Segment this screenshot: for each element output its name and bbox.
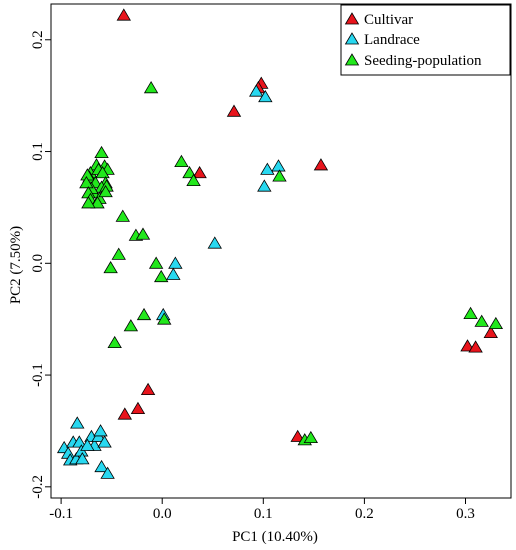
- point-seeding-population: [123, 319, 139, 332]
- point-seeding-population: [90, 196, 105, 209]
- point-landrace: [70, 416, 85, 429]
- point-seeding-population: [148, 256, 164, 269]
- point-cultivar: [116, 8, 131, 21]
- point-landrace: [80, 438, 95, 451]
- point-landrace: [100, 466, 115, 479]
- point-seeding-population: [98, 184, 113, 198]
- point-seeding-population: [153, 269, 169, 283]
- point-cultivar: [313, 158, 329, 171]
- point-landrace: [257, 179, 272, 192]
- legend-marker-landrace: [344, 32, 360, 45]
- point-seeding-population: [95, 165, 110, 179]
- point-seeding-population: [272, 169, 287, 182]
- point-seeding-population: [174, 154, 189, 167]
- point-seeding-population: [103, 260, 118, 274]
- point-seeding-population: [186, 173, 201, 186]
- point-seeding-population: [111, 247, 126, 260]
- legend-marker-cultivar: [344, 12, 360, 25]
- point-landrace: [75, 452, 90, 465]
- legend-box: [340, 4, 511, 76]
- point-cultivar: [140, 382, 156, 395]
- point-seeding-population: [115, 209, 130, 222]
- legend-label-cultivar: Cultivar: [364, 12, 413, 28]
- point-seeding-population: [79, 176, 94, 189]
- point-seeding-population: [488, 316, 504, 330]
- y-tick-label: 0.0: [30, 254, 46, 273]
- point-seeding-population: [136, 307, 152, 321]
- point-seeding-population: [474, 314, 489, 327]
- plot-frame: [50, 3, 512, 499]
- x-axis-label: PC1 (10.40%): [232, 529, 318, 545]
- point-seeding-population: [182, 165, 197, 179]
- point-seeding-population: [303, 430, 319, 444]
- point-seeding-population: [157, 312, 172, 325]
- point-landrace: [249, 84, 264, 97]
- data-points: [56, 8, 504, 479]
- x-tick-label: 0.3: [456, 506, 475, 522]
- point-landrace: [271, 159, 286, 172]
- point-cultivar: [117, 407, 133, 420]
- point-cultivar: [192, 165, 207, 179]
- point-seeding-population: [81, 196, 96, 209]
- point-landrace: [94, 459, 109, 473]
- point-cultivar: [130, 401, 146, 414]
- legend-label-landrace: Landrace: [364, 32, 420, 48]
- x-tick-label: 0.2: [355, 506, 374, 522]
- point-cultivar: [460, 339, 475, 352]
- point-cultivar: [290, 429, 305, 442]
- point-cultivar: [468, 340, 483, 353]
- point-landrace: [166, 267, 181, 280]
- point-cultivar: [226, 104, 242, 117]
- point-seeding-population: [135, 227, 151, 240]
- point-cultivar: [483, 325, 498, 338]
- point-landrace: [93, 424, 108, 437]
- y-axis-label: PC2 (7.50%): [8, 226, 24, 304]
- y-tick-label: -0.2: [30, 475, 46, 499]
- point-landrace: [260, 162, 275, 175]
- point-landrace: [97, 435, 112, 448]
- point-seeding-population: [143, 81, 159, 94]
- y-tick-label: 0.1: [30, 142, 46, 161]
- legend: Cultivar Landrace Seeding-population: [340, 4, 511, 76]
- y-tick-label: -0.1: [30, 363, 46, 387]
- point-seeding-population: [107, 335, 122, 349]
- point-landrace: [207, 236, 222, 249]
- x-tick-label: 0.1: [254, 506, 273, 522]
- y-tick-label: 0.2: [30, 30, 46, 49]
- point-landrace: [168, 256, 183, 269]
- point-landrace: [258, 89, 273, 103]
- point-seeding-population: [94, 145, 109, 159]
- x-tick-label: -0.1: [49, 506, 73, 522]
- x-tick-label: 0.0: [153, 506, 172, 522]
- axis-ticks: -0.1 0.0 0.1 0.2 0.3-0.2-0.10.00.10.2: [30, 30, 475, 522]
- point-landrace: [72, 435, 87, 448]
- legend-label-seeding-population: Seeding-population: [364, 53, 482, 69]
- legend-marker-seeding-population: [344, 53, 360, 66]
- point-seeding-population: [463, 306, 478, 319]
